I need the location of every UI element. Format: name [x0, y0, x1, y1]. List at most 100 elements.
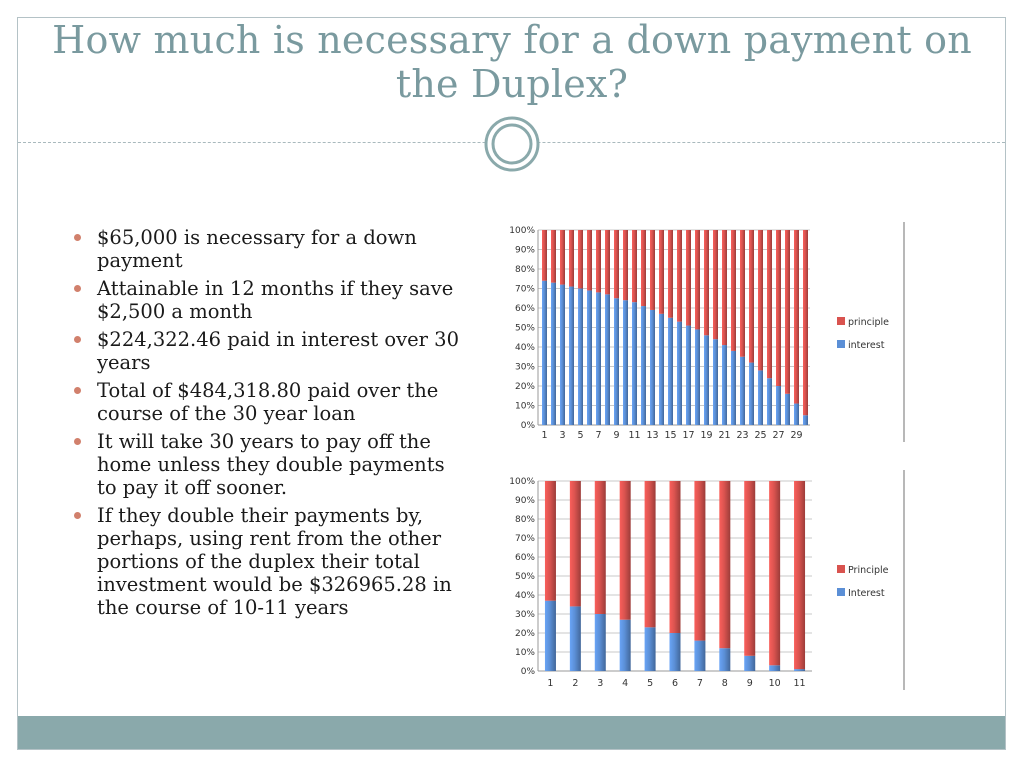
footer-bar: [18, 716, 1005, 749]
y-tick-label: 100%: [509, 226, 535, 236]
bar-segment-interest: [803, 415, 808, 425]
bar-segment-principle: [669, 481, 681, 633]
bar-segment-interest: [578, 288, 583, 425]
bar-segment-interest: [731, 350, 736, 425]
bar-segment-interest: [704, 335, 709, 425]
y-tick-label: 0%: [521, 667, 536, 677]
x-tick-label: 10: [769, 678, 781, 689]
bar-segment-principle: [677, 230, 682, 322]
y-tick-label: 50%: [515, 324, 535, 334]
bar-segment-principle: [719, 481, 731, 649]
legend-label-interest: interest: [848, 340, 885, 351]
bar-segment-principle: [644, 481, 656, 628]
bar-segment-interest: [695, 329, 700, 425]
bar-segment-interest: [794, 403, 799, 425]
legend-swatch-principle: [837, 317, 845, 325]
legend-swatch-interest: [837, 588, 845, 596]
x-tick-label: 13: [646, 430, 658, 441]
bar-segment-interest: [719, 648, 731, 671]
y-tick-label: 80%: [515, 515, 535, 525]
bullet-text: It will take 30 years to pay off the hom…: [97, 430, 445, 499]
x-tick-label: 6: [672, 678, 678, 689]
bullet-item: Total of $484,318.80 paid over the cours…: [72, 379, 464, 425]
x-tick-label: 27: [772, 430, 784, 441]
bar-segment-principle: [769, 481, 781, 666]
bar-segment-principle: [744, 481, 756, 656]
legend-label-interest: Interest: [848, 588, 885, 599]
bar-segment-principle: [659, 230, 664, 314]
bar-segment-principle: [641, 230, 646, 307]
bar-segment-principle: [623, 230, 628, 301]
bullet-item: Attainable in 12 months if they save $2,…: [72, 277, 464, 323]
bar-segment-interest: [668, 317, 673, 425]
y-tick-label: 0%: [521, 421, 536, 431]
bullet-marker-icon: [74, 438, 81, 445]
x-tick-label: 17: [682, 430, 694, 441]
bar-segment-interest: [632, 302, 637, 425]
bar-segment-principle: [694, 481, 706, 641]
bar-segment-principle: [731, 230, 736, 351]
bar-segment-interest: [569, 286, 574, 425]
bar-segment-interest: [744, 655, 756, 671]
bullet-marker-icon: [74, 336, 81, 343]
x-tick-label: 19: [700, 430, 712, 441]
y-tick-label: 90%: [515, 246, 535, 256]
x-tick-label: 1: [547, 678, 553, 689]
x-tick-label: 21: [718, 430, 730, 441]
circle-ornament-icon: [484, 116, 540, 172]
y-tick-label: 10%: [515, 402, 535, 412]
y-tick-label: 70%: [515, 285, 535, 295]
bar-segment-principle: [722, 230, 727, 346]
bar-segment-principle: [560, 230, 565, 285]
stacked-bar-chart-30-year: 0%10%20%30%40%50%60%70%80%90%100%1 3 5 7 9 11…: [509, 222, 905, 442]
y-tick-label: 20%: [515, 382, 535, 392]
bar-segment-interest: [767, 378, 772, 425]
bar-segment-principle: [596, 230, 601, 293]
y-tick-label: 90%: [515, 496, 535, 506]
bar-segment-principle: [542, 230, 547, 281]
x-tick-label: 11: [628, 430, 640, 441]
y-tick-label: 10%: [515, 648, 535, 658]
bar-segment-principle: [749, 230, 754, 363]
bar-segment-interest: [758, 370, 763, 425]
x-tick-label: 5: [647, 678, 653, 689]
x-tick-label: 7: [595, 430, 601, 441]
y-tick-label: 100%: [509, 477, 535, 487]
y-tick-label: 80%: [515, 265, 535, 275]
bar-segment-interest: [587, 290, 592, 425]
bar-segment-interest: [686, 325, 691, 425]
bar-segment-interest: [749, 362, 754, 425]
x-tick-label: 29: [790, 430, 802, 441]
bar-segment-principle: [758, 230, 763, 371]
bar-segment-principle: [794, 230, 799, 404]
bullet-list: $65,000 is necessary for a down payment …: [72, 226, 464, 624]
legend-label-principle: principle: [848, 317, 889, 328]
bar-segment-interest: [596, 292, 601, 425]
bar-segment-principle: [704, 230, 709, 336]
y-tick-label: 40%: [515, 343, 535, 353]
bar-segment-interest: [641, 306, 646, 425]
bar-segment-interest: [794, 669, 806, 671]
legend-label-principle: Principle: [848, 565, 889, 576]
bullet-text: $65,000 is necessary for a down payment: [97, 226, 417, 272]
bullet-item: $224,322.46 paid in interest over 30 yea…: [72, 328, 464, 374]
bullet-text: Total of $484,318.80 paid over the cours…: [97, 379, 439, 425]
legend-swatch-principle: [837, 565, 845, 573]
y-tick-label: 40%: [515, 591, 535, 601]
x-tick-label: 7: [697, 678, 703, 689]
y-tick-label: 70%: [515, 534, 535, 544]
bar-segment-interest: [614, 298, 619, 425]
bullet-item: If they double their payments by, perhap…: [72, 504, 464, 619]
bar-segment-principle: [614, 230, 619, 299]
bar-segment-principle: [569, 230, 574, 287]
bullet-marker-icon: [74, 234, 81, 241]
x-tick-label: 3: [559, 430, 565, 441]
bar-segment-principle: [668, 230, 673, 318]
x-tick-label: 4: [622, 678, 628, 689]
bar-segment-interest: [694, 640, 706, 671]
x-tick-label: 1: [541, 430, 547, 441]
stacked-bar-chart-doubled-payments: 0% 10% 20% 30% 40% 50% 60% 70% 80% 90% 100% 1 2 3 4 5 6 7…: [509, 470, 905, 690]
bar-segment-interest: [594, 614, 606, 671]
legend-swatch-interest: [837, 340, 845, 348]
bullet-text: If they double their payments by, perhap…: [97, 504, 452, 619]
